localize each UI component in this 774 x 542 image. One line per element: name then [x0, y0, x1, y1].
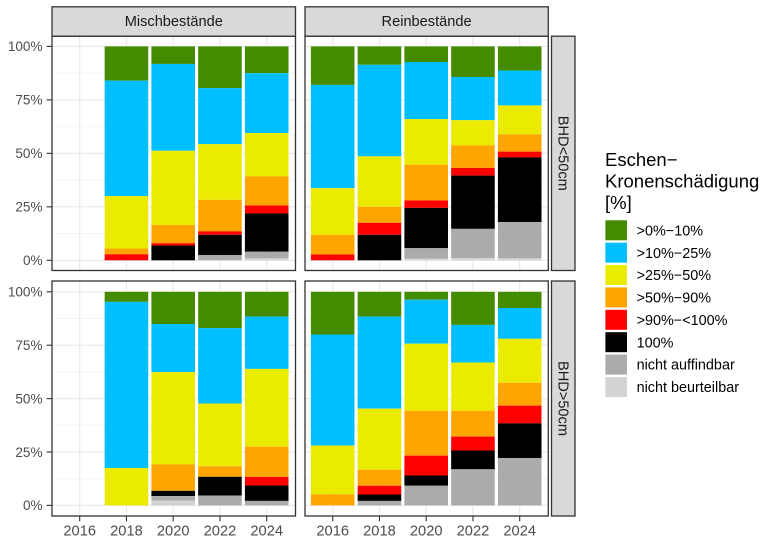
- svg-text:25%: 25%: [15, 445, 42, 460]
- svg-text:2022: 2022: [204, 523, 237, 539]
- svg-text:>0%−10%: >0%−10%: [637, 223, 704, 239]
- svg-text:BHD<50cm: BHD<50cm: [554, 116, 570, 191]
- svg-text:75%: 75%: [15, 93, 42, 108]
- svg-text:25%: 25%: [15, 200, 42, 215]
- svg-text:2016: 2016: [63, 523, 96, 539]
- svg-text:>50%−90%: >50%−90%: [637, 291, 712, 307]
- svg-text:2024: 2024: [503, 523, 536, 539]
- svg-text:2022: 2022: [457, 523, 490, 539]
- svg-text:100%: 100%: [8, 285, 43, 300]
- svg-text:nicht beurteilbar: nicht beurteilbar: [637, 380, 740, 396]
- svg-text:0%: 0%: [23, 498, 43, 513]
- svg-text:Kronenschädigung: Kronenschädigung: [605, 171, 759, 192]
- svg-text:Mischbestände: Mischbestände: [125, 14, 223, 30]
- svg-text:Eschen−: Eschen−: [605, 149, 678, 170]
- svg-text:2018: 2018: [363, 523, 396, 539]
- svg-text:nicht auffindbar: nicht auffindbar: [637, 358, 735, 374]
- svg-text:2018: 2018: [110, 523, 143, 539]
- svg-text:2020: 2020: [410, 523, 443, 539]
- svg-text:50%: 50%: [15, 391, 42, 406]
- svg-text:75%: 75%: [15, 338, 42, 353]
- svg-text:>25%−50%: >25%−50%: [637, 268, 712, 284]
- svg-text:>90%−<100%: >90%−<100%: [637, 313, 728, 329]
- svg-text:BHD>50cm: BHD>50cm: [554, 361, 570, 436]
- svg-text:50%: 50%: [15, 146, 42, 161]
- svg-text:[%]: [%]: [605, 192, 632, 213]
- svg-text:2024: 2024: [250, 523, 283, 539]
- svg-text:2016: 2016: [316, 523, 349, 539]
- svg-text:100%: 100%: [637, 335, 674, 351]
- svg-text:2020: 2020: [157, 523, 190, 539]
- svg-text:Reinbestände: Reinbestände: [382, 14, 472, 30]
- svg-text:100%: 100%: [8, 39, 43, 54]
- svg-text:>10%−25%: >10%−25%: [637, 246, 712, 262]
- svg-text:0%: 0%: [23, 253, 43, 268]
